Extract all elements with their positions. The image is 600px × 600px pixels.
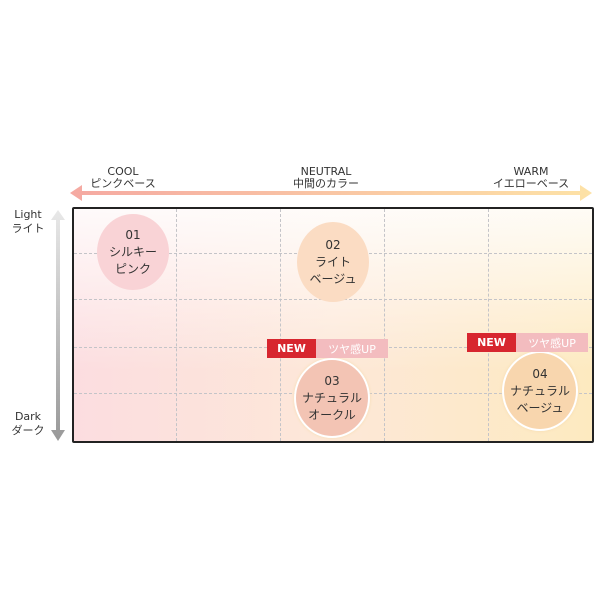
dark-label: Dark ダーク <box>8 410 48 438</box>
grid-line <box>488 209 489 441</box>
horizontal-arrow <box>70 185 592 201</box>
warm-title: WARM <box>513 165 549 178</box>
shade-name: ピンク <box>114 261 151 276</box>
shade-04-badges: NEW ツヤ感UP <box>467 333 588 352</box>
cool-sub: ピンクベース <box>90 177 156 190</box>
shade-name: ナチュラル <box>509 383 570 398</box>
warm-sub: イエローベース <box>492 177 570 190</box>
neutral-sub: 中間のカラー <box>293 177 359 190</box>
cool-label: COOL ピンクベース <box>63 166 183 190</box>
shade-number: 02 <box>325 237 341 252</box>
shade-03-badges: NEW ツヤ感UP <box>267 339 388 358</box>
shade-number: 03 <box>324 373 340 388</box>
dark-title: Dark <box>14 410 42 423</box>
glow-up-badge: ツヤ感UP <box>316 339 388 358</box>
shade-name: ベージュ <box>516 400 564 415</box>
light-sub: ライト <box>11 222 45 235</box>
new-badge: NEW <box>467 333 516 352</box>
shade-02[interactable]: 02 ライト ベージュ <box>297 222 369 302</box>
warm-label: WARM イエローベース <box>471 166 591 190</box>
shade-01[interactable]: 01 シルキー ピンク <box>97 214 169 290</box>
grid-line <box>176 209 177 441</box>
shade-name: シルキー <box>108 244 157 259</box>
glow-up-badge: ツヤ感UP <box>516 333 588 352</box>
shade-03[interactable]: 03 ナチュラル オークル <box>294 358 370 438</box>
shade-name: オークル <box>308 407 356 422</box>
grid-line <box>280 209 281 441</box>
shade-04[interactable]: 04 ナチュラル ベージュ <box>502 351 578 431</box>
light-label: Light ライト <box>8 208 48 236</box>
light-title: Light <box>14 208 42 221</box>
neutral-title: NEUTRAL <box>300 165 352 178</box>
shade-number: 04 <box>532 366 548 381</box>
cool-title: COOL <box>107 165 139 178</box>
shade-name: ベージュ <box>309 271 357 286</box>
grid-line <box>384 209 385 441</box>
vertical-arrow <box>51 210 65 441</box>
dark-sub: ダーク <box>11 424 45 437</box>
new-badge: NEW <box>267 339 316 358</box>
shade-number: 01 <box>125 227 141 242</box>
shade-name: ナチュラル <box>301 390 362 405</box>
shade-name: ライト <box>314 254 351 269</box>
neutral-label: NEUTRAL 中間のカラー <box>266 166 386 190</box>
